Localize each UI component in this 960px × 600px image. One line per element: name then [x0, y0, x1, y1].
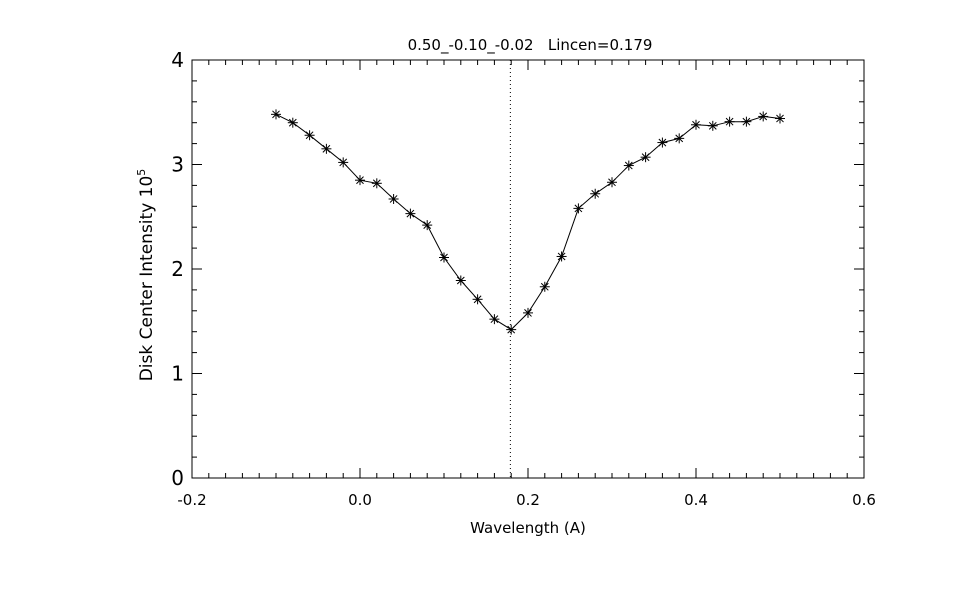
data-point	[607, 177, 617, 188]
y-tick-label: 0	[171, 466, 184, 490]
y-tick-label: 4	[171, 48, 184, 72]
data-point	[472, 294, 483, 305]
data-point	[405, 208, 416, 219]
data-point	[355, 175, 365, 186]
y-tick-label: 1	[171, 362, 184, 386]
x-axis: -0.2 0.0 0.2 0.4 0.6	[177, 60, 876, 509]
data-point	[741, 116, 752, 127]
data-point	[573, 203, 584, 214]
data-point	[338, 157, 349, 168]
data-point	[523, 307, 533, 318]
y-axis-label-text: Disk Center Intensity 10	[137, 176, 157, 382]
data-point	[271, 109, 281, 120]
data-point	[455, 275, 466, 286]
data-point	[623, 160, 634, 171]
x-tick-label: 0.4	[684, 491, 708, 509]
data-point	[287, 117, 298, 128]
y-tick-label: 3	[171, 153, 184, 177]
series	[271, 109, 785, 335]
data-point	[707, 120, 718, 131]
y-axis-label: Disk Center Intensity 105	[135, 169, 157, 382]
y-axis: 0 1 2 3 4	[171, 48, 864, 490]
x-tick-label: 0.0	[348, 491, 372, 509]
series-line	[275, 113, 781, 331]
y-axis-label-group: Disk Center Intensity 105	[135, 169, 157, 382]
data-point	[691, 119, 701, 130]
data-point	[371, 178, 382, 189]
data-point	[539, 281, 550, 292]
data-point	[439, 252, 449, 263]
data-point	[422, 220, 433, 231]
data-point	[304, 130, 315, 141]
data-point	[758, 111, 769, 122]
x-tick-label: -0.2	[177, 491, 206, 509]
y-tick-label: 2	[171, 257, 184, 281]
data-point	[775, 113, 785, 124]
chart-title: 0.50_-0.10_-0.02 Lincen=0.179	[408, 36, 653, 55]
data-point	[674, 133, 685, 144]
y-axis-label-exponent: 5	[135, 169, 148, 176]
data-point	[321, 143, 332, 154]
data-point	[506, 324, 517, 335]
data-point	[590, 188, 601, 199]
x-tick-label: 0.6	[852, 491, 876, 509]
x-axis-label: Wavelength (A)	[470, 519, 586, 537]
data-point	[489, 314, 500, 325]
data-point	[724, 116, 735, 127]
data-point	[388, 193, 399, 204]
data-point	[657, 137, 668, 148]
data-point	[556, 251, 567, 262]
x-tick-label: 0.2	[516, 491, 540, 509]
data-point	[640, 152, 651, 163]
